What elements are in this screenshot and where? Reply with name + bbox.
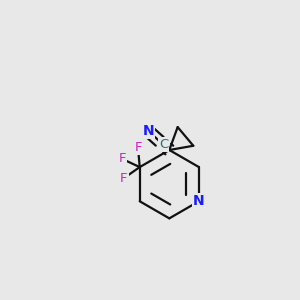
- Text: F: F: [118, 152, 126, 165]
- Text: C: C: [159, 138, 168, 151]
- Text: N: N: [193, 194, 205, 208]
- Text: F: F: [120, 172, 127, 185]
- Text: F: F: [134, 141, 142, 154]
- Text: N: N: [142, 124, 154, 138]
